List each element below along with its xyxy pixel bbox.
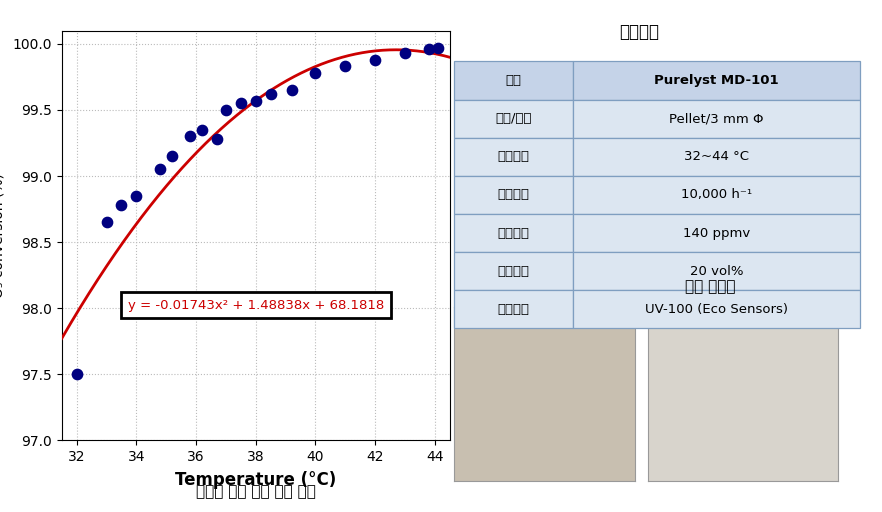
Point — [249, 97, 263, 105]
Point — [100, 218, 114, 226]
Point — [153, 165, 168, 174]
Text: 오존농도: 오존농도 — [497, 227, 530, 240]
Text: 140 ppmv: 140 ppmv — [683, 227, 751, 240]
Point — [368, 56, 382, 64]
Point — [195, 126, 209, 134]
Text: 공간속도: 공간속도 — [497, 188, 530, 201]
Text: Pellet/3 mm Φ: Pellet/3 mm Φ — [669, 112, 764, 125]
Text: 산소농도: 산소농도 — [497, 265, 530, 278]
Text: 형태/크기: 형태/크기 — [496, 112, 532, 125]
Text: 10,000 h⁻¹: 10,000 h⁻¹ — [681, 188, 752, 201]
Text: 촉매: 촉매 — [505, 74, 522, 87]
Point — [234, 99, 248, 108]
Point — [115, 201, 129, 209]
Text: 실험조건: 실험조건 — [619, 23, 660, 41]
X-axis label: Temperature (°C): Temperature (°C) — [176, 471, 336, 489]
Point — [165, 152, 179, 160]
Point — [398, 49, 412, 57]
Point — [264, 90, 278, 98]
Point — [130, 192, 144, 200]
Text: 벤치 반응기: 벤치 반응기 — [684, 280, 736, 294]
Point — [210, 135, 224, 143]
Text: y = -0.01743x² + 1.48838x + 68.1818: y = -0.01743x² + 1.48838x + 68.1818 — [128, 298, 384, 312]
Text: UV-100 (Eco Sensors): UV-100 (Eco Sensors) — [645, 303, 789, 316]
Point — [422, 45, 436, 53]
Point — [70, 370, 84, 378]
Point — [309, 69, 323, 77]
Text: 측정기기: 측정기기 — [497, 303, 530, 316]
Point — [430, 44, 445, 52]
Y-axis label: O₃ conversion (%): O₃ conversion (%) — [0, 173, 5, 298]
Text: 32~44 °C: 32~44 °C — [684, 151, 749, 163]
Point — [183, 132, 198, 140]
Text: 반응온도: 반응온도 — [497, 151, 530, 163]
Point — [219, 106, 233, 114]
Text: 20 vol%: 20 vol% — [690, 265, 744, 278]
Text: 온도에 따른 오존 분해 효율: 온도에 따른 오존 분해 효율 — [196, 484, 316, 499]
Text: Purelyst MD-101: Purelyst MD-101 — [654, 74, 779, 87]
Point — [339, 62, 353, 71]
Point — [285, 86, 299, 94]
